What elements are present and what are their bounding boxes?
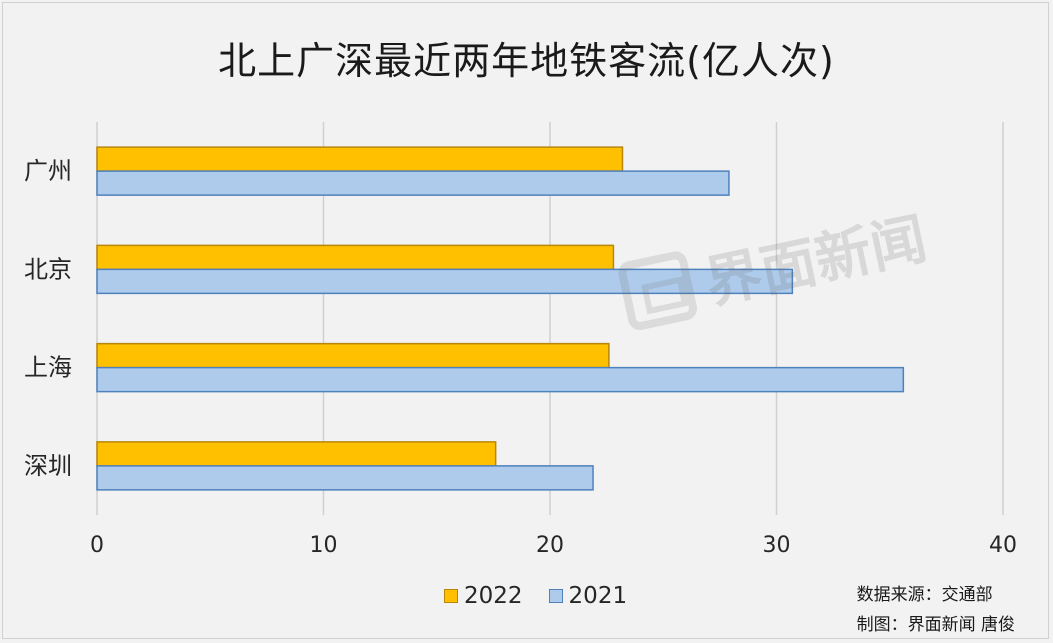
bar-2022-3	[96, 441, 497, 467]
y-category-label: 深圳	[24, 452, 72, 480]
watermark-logo-icon	[616, 248, 700, 332]
x-tick-label: 0	[90, 533, 104, 558]
chart-title: 北上广深最近两年地铁客流(亿人次)	[218, 39, 835, 83]
legend-item-2022: 2022	[444, 583, 523, 609]
bar-2022-0	[96, 146, 624, 172]
bar-2021-3	[96, 465, 594, 491]
legend: 2022 2021	[444, 583, 627, 609]
source-note: 数据来源：交通部 制图：界面新闻 唐俊	[857, 580, 1015, 640]
legend-swatch-2021	[548, 589, 563, 603]
x-tick-label: 30	[763, 533, 791, 558]
legend-swatch-2022	[444, 589, 458, 603]
x-tick-label: 40	[989, 533, 1017, 558]
x-tick-label: 10	[310, 533, 338, 558]
credit-line: 制图：界面新闻 唐俊	[856, 615, 1015, 635]
y-category-label: 上海	[24, 354, 72, 382]
legend-label-2021: 2021	[568, 583, 628, 609]
bar-2021-0	[96, 170, 730, 196]
bar-2022-2	[96, 342, 610, 369]
bar-2021-2	[96, 366, 905, 393]
bar-2022-1	[96, 244, 615, 271]
source-line: 数据来源：交通部	[856, 585, 993, 605]
x-tick-label: 20	[536, 533, 564, 558]
legend-label-2022: 2022	[464, 583, 523, 609]
y-category-label: 北京	[24, 255, 72, 283]
legend-item-2021: 2021	[548, 583, 628, 609]
y-category-label: 广州	[24, 157, 72, 185]
